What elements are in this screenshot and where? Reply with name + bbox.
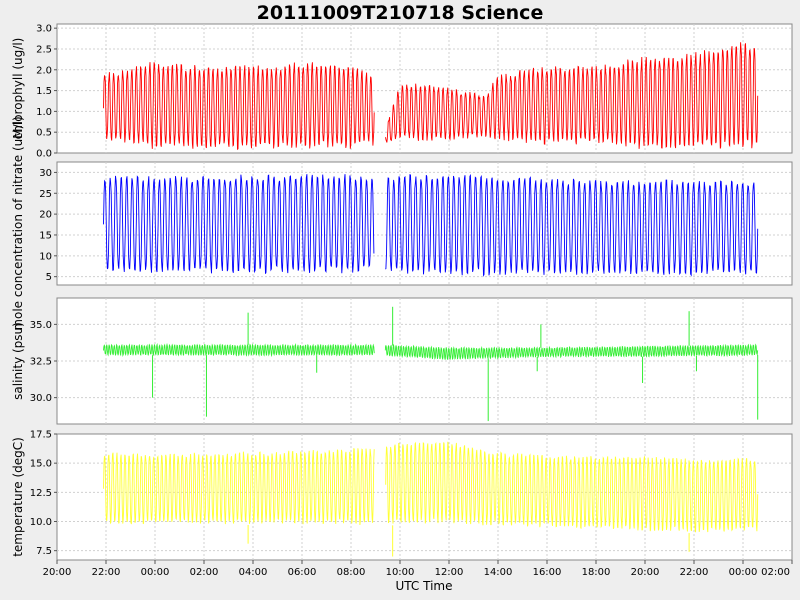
y-axis-label: temperature (degC) — [11, 437, 25, 557]
panel-4: 7.5 10.0 12.5 15.0 17.5 temperature (degC) — [11, 430, 793, 561]
y-tick-label: 35.0 — [30, 320, 52, 331]
x-tick-label: 02:00 — [190, 567, 219, 578]
y-tick-label: 1.0 — [36, 107, 52, 118]
y-tick-label: 10.0 — [30, 517, 52, 528]
x-tick-label: 20:00 — [631, 567, 660, 578]
x-axis-label: UTC Time — [396, 579, 453, 593]
series-line — [103, 42, 759, 151]
y-tick-label: 12.5 — [30, 488, 52, 499]
x-tick-label: 06:00 — [288, 567, 317, 578]
chart-title: 20111009T210718 Science — [257, 2, 544, 24]
x-tick-label: 04:00 — [239, 567, 268, 578]
y-tick-label: 25 — [39, 189, 52, 200]
x-tick-label: 12:00 — [435, 567, 464, 578]
y-tick-label: 17.5 — [30, 430, 52, 441]
y-tick-label: 30.0 — [30, 393, 52, 404]
x-tick-label: 08:00 — [337, 567, 366, 578]
y-tick-label: 0.5 — [36, 128, 52, 139]
y-tick-label: 3.0 — [36, 24, 52, 35]
y-tick-label: 20 — [39, 210, 52, 221]
x-tick-label: 22:00 — [92, 567, 121, 578]
y-tick-label: 5 — [46, 272, 52, 283]
y-tick-label: 1.5 — [36, 86, 52, 97]
y-tick-label: 7.5 — [36, 546, 52, 557]
x-tick-label: 00:00 — [729, 567, 758, 578]
y-axis-label: mole concentration of nitrate (uM/l) — [11, 116, 25, 330]
y-tick-label: 30 — [39, 168, 52, 179]
y-axis-label: chlorophyll (ug/l) — [11, 38, 25, 140]
series-line — [103, 441, 759, 533]
panel-1: 0.0 0.5 1.0 1.5 2.0 2.5 3.0 chlorophyll (ug/l) — [11, 23, 793, 160]
x-tick-label: 22:00 — [680, 567, 709, 578]
y-tick-label: 2.5 — [36, 44, 52, 55]
y-tick-label: 10 — [39, 251, 52, 262]
panel-2: 5 10 15 20 25 30 mole concentration of nitrate… — [11, 116, 793, 331]
y-tick-label: 32.5 — [30, 357, 52, 368]
panel-3: 30.0 32.5 35.0 salinity (psu) — [11, 297, 793, 425]
x-tick-label: 02:00 — [761, 567, 790, 578]
x-tick-label: 10:00 — [386, 567, 415, 578]
y-tick-label: 15.0 — [30, 459, 52, 470]
y-tick-label: 15 — [39, 230, 52, 241]
x-tick-label: 16:00 — [533, 567, 562, 578]
series-line — [103, 173, 759, 277]
y-tick-label: 2.0 — [36, 65, 52, 76]
series-line — [103, 342, 759, 360]
x-tick-label: 14:00 — [484, 567, 513, 578]
x-axis: 20:00 22:00 00:00 02:00 04:00 06:00 08:00 10:00… — [43, 560, 793, 578]
x-tick-label: 20:00 — [43, 567, 72, 578]
y-tick-label: 0.0 — [36, 149, 52, 160]
x-tick-label: 00:00 — [141, 567, 170, 578]
y-axis-label: salinity (psu) — [11, 322, 25, 400]
x-tick-label: 18:00 — [582, 567, 611, 578]
